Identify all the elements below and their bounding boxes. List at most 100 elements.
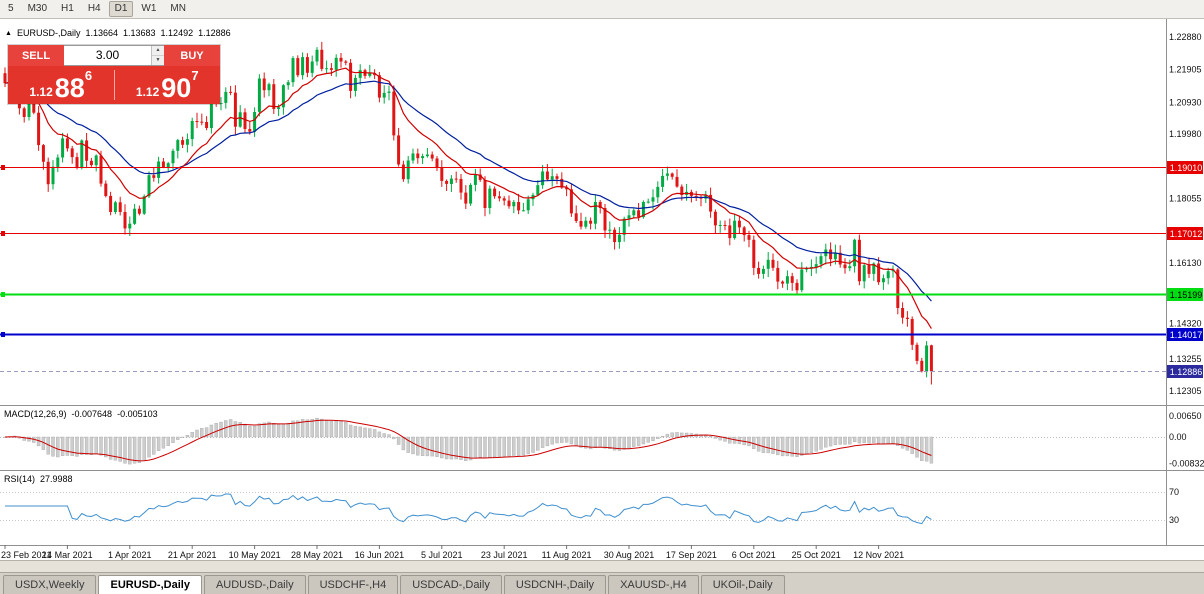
timeframe-button-m30[interactable]: M30 (27, 3, 48, 14)
chart-area: 1.22880 1.21905 1.20930 1.19980 1.18055 1.161… (0, 19, 1204, 560)
macd-name: MACD(12,26,9) (4, 409, 67, 419)
chart-tab-usdx-weekly[interactable]: USDX,Weekly (3, 575, 97, 594)
chart-tab-usdchf-h4[interactable]: USDCHF-,H4 (307, 575, 399, 594)
ohlc-high: 1.13683 (123, 28, 156, 38)
one-click-trading-panel: SELL 3.00 ▲ ▼ BUY 1.12 88 6 1.12 90 7 (8, 45, 220, 104)
current-price-badge-text: 1.12886 (1170, 367, 1203, 377)
buy-price-display[interactable]: 1.12 90 7 (115, 66, 221, 104)
lot-decrease-button[interactable]: ▼ (152, 56, 164, 65)
sell-price-sup: 6 (84, 68, 93, 83)
ma-fast-line (4, 67, 932, 329)
price-axis-label: 1.14320 (1169, 318, 1202, 328)
ohlc-low: 1.12492 (160, 28, 194, 38)
price-badge-1.17012[interactable] (1167, 227, 1203, 240)
macd-signal-value: -0.005103 (117, 409, 158, 419)
date-axis-label: 16 Jun 2021 (355, 550, 405, 560)
chart-symbol-period: EURUSD-,Daily (16, 28, 81, 38)
macd-axis-label: 0.00650 (1169, 411, 1202, 421)
rsi-axis-label: 30 (1169, 515, 1179, 525)
horizontal-lines-layer[interactable] (0, 165, 1166, 337)
hline-anchor[interactable] (1, 292, 5, 297)
rsi-indicator-label: RSI(14) 27.9988 (4, 474, 73, 484)
date-axis-label: 23 Jul 2021 (481, 550, 528, 560)
price-axis-label: 1.19980 (1169, 129, 1202, 139)
price-axis-label: 1.16130 (1169, 258, 1202, 268)
chart-tabs-bar: USDX,Weekly EURUSD-,Daily AUDUSD-,Daily USD… (0, 572, 1204, 594)
rsi-pane (0, 492, 1166, 525)
price-badge-1.14017-text: 1.14017 (1170, 330, 1203, 340)
lot-spinner: ▲ ▼ (151, 46, 164, 65)
rsi-line (5, 493, 932, 525)
price-badge-1.19010[interactable] (1167, 161, 1203, 174)
lot-size-field[interactable]: 3.00 ▲ ▼ (64, 45, 164, 66)
macd-axis-label: 0.00 (1169, 432, 1187, 442)
chart-tab-ukoil-daily[interactable]: UKOil-,Daily (700, 575, 785, 594)
timeframe-button-w1[interactable]: W1 (141, 3, 157, 14)
macd-indicator-label: MACD(12,26,9) -0.007648 -0.005103 (4, 409, 158, 419)
timeframe-toolbar: 5 M30 H1 H4 D1 W1 MN (0, 0, 1204, 19)
sell-price-big: 88 (54, 73, 85, 103)
macd-signal-line (4, 419, 932, 462)
chart-canvas[interactable]: 1.22880 1.21905 1.20930 1.19980 1.18055 1.161… (0, 19, 1204, 560)
ohlc-close: 1.12886 (198, 28, 231, 38)
date-axis-label: 11 Aug 2021 (542, 550, 592, 560)
sell-button[interactable]: SELL (8, 45, 64, 66)
chart-tab-audusd-daily[interactable]: AUDUSD-,Daily (203, 575, 306, 594)
date-axis-label: 1 Apr 2021 (108, 550, 152, 560)
date-axis-label: 21 Apr 2021 (168, 550, 217, 560)
price-axis-label: 1.22880 (1169, 32, 1202, 42)
lot-size-value[interactable]: 3.00 (95, 48, 120, 62)
chart-ohlc-header: ▲ EURUSD-,Daily 1.13664 1.13683 1.12492 … (5, 28, 231, 38)
buy-price-prefix: 1.12 (135, 85, 160, 99)
chart-tab-usdcnh-daily[interactable]: USDCNH-,Daily (503, 575, 607, 594)
price-axis-label: 1.13255 (1169, 354, 1202, 364)
timeframe-button-5[interactable]: 5 (8, 3, 14, 14)
timeframe-button-mn[interactable]: MN (170, 3, 186, 14)
rsi-value: 27.9988 (40, 474, 73, 484)
current-price-badge[interactable] (1167, 365, 1203, 378)
hline-anchor[interactable] (1, 231, 5, 236)
buy-price-sup: 7 (191, 68, 199, 83)
date-axis-label: 12 Nov 2021 (853, 550, 904, 560)
chart-tab-eurusd-daily[interactable]: EURUSD-,Daily (98, 575, 202, 594)
price-axis-label: 1.12305 (1169, 386, 1202, 396)
lot-increase-button[interactable]: ▲ (152, 46, 164, 56)
price-badge-1.14017[interactable] (1167, 328, 1203, 341)
price-badge-1.17012-text: 1.17012 (1170, 229, 1203, 239)
date-axis-label: 17 Sep 2021 (666, 550, 717, 560)
price-axis-label: 1.20930 (1169, 97, 1202, 107)
chart-tab-xauusd-h4[interactable]: XAUUSD-,H4 (608, 575, 699, 594)
timeframe-button-h1[interactable]: H1 (61, 3, 74, 14)
macd-axis-label: -0.00832 (1169, 459, 1204, 469)
buy-price-big: 90 (161, 73, 192, 103)
sell-price-display[interactable]: 1.12 88 6 (8, 66, 114, 104)
price-axis-label: 1.18055 (1169, 194, 1202, 204)
timeframe-button-h4[interactable]: H4 (87, 3, 101, 14)
price-badge-1.15199-text: 1.15199 (1170, 290, 1203, 300)
date-axis-label: 23 Feb 2021 (1, 550, 52, 560)
date-axis-label: 14 Mar 2021 (42, 550, 93, 560)
timeframe-button-d1[interactable]: D1 (108, 1, 134, 17)
ohlc-open: 1.13664 (85, 28, 118, 38)
sell-price-prefix: 1.12 (29, 85, 53, 99)
horizontal-scroll-strip[interactable] (0, 560, 1204, 572)
date-axis-label: 10 May 2021 (229, 550, 281, 560)
price-panel-divider (113, 70, 115, 100)
date-axis-label: 30 Aug 2021 (604, 550, 655, 560)
date-axis-label: 6 Oct 2021 (732, 550, 776, 560)
rsi-axis-label: 70 (1169, 487, 1179, 497)
macd-pane (0, 418, 1166, 465)
hline-anchor[interactable] (1, 332, 5, 337)
date-axis-label: 25 Oct 2021 (792, 550, 841, 560)
date-axis-label: 5 Jul 2021 (421, 550, 463, 560)
chart-tab-usdcad-daily[interactable]: USDCAD-,Daily (400, 575, 502, 594)
price-axis[interactable]: 1.22880 1.21905 1.20930 1.19980 1.18055 1.161… (1167, 32, 1203, 396)
macd-value: -0.007648 (71, 409, 113, 419)
buy-button[interactable]: BUY (164, 45, 220, 66)
rsi-name: RSI(14) (4, 474, 36, 484)
price-badge-1.15199[interactable] (1167, 288, 1203, 301)
hline-anchor[interactable] (1, 165, 5, 170)
collapse-trade-panel-icon[interactable]: ▲ (5, 29, 12, 37)
ma-slow-line (4, 80, 932, 302)
